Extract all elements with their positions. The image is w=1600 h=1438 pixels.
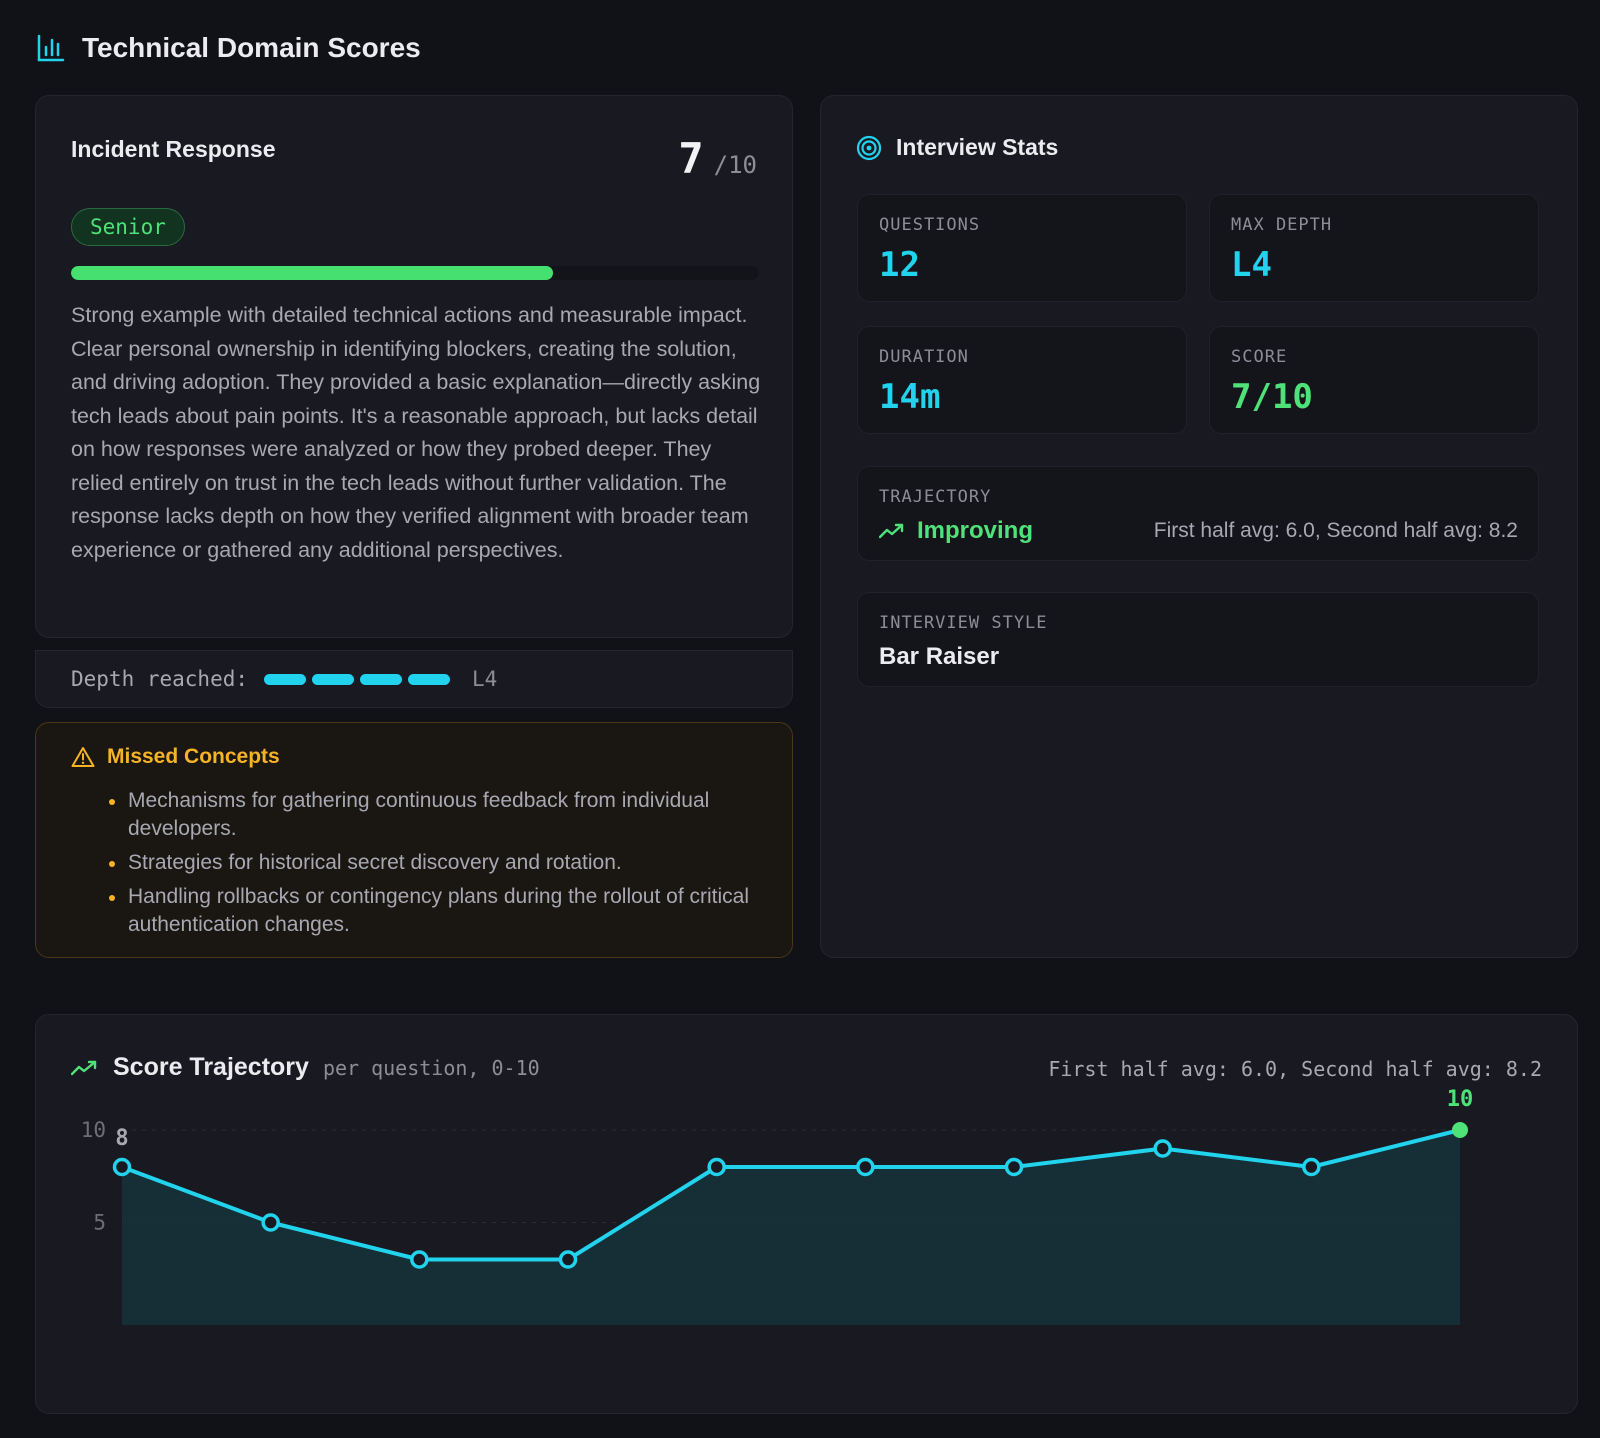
score-trajectory-card: 10 5 8 10 Score Trajectory per question, 0-… — [35, 1014, 1578, 1414]
questions-label: QUESTIONS — [879, 215, 981, 235]
depth-segment — [312, 673, 355, 685]
score-trajectory-chart: 10 5 8 10 — [81, 1087, 1474, 1325]
score-value: 7/10 — [1231, 377, 1313, 417]
data-point — [1302, 1157, 1321, 1177]
interview-style-label: INTERVIEW STYLE — [879, 613, 1048, 633]
trajectory-status: Improving — [917, 517, 1034, 544]
list-item: Strategies for historical secret discove… — [106, 849, 766, 877]
missed-concepts-card: Missed Concepts Mechanisms for gathering… — [35, 722, 793, 958]
trajectory-averages: First half avg: 6.0, Second half avg: 8.… — [1153, 519, 1518, 542]
domain-name: Incident Response — [71, 136, 276, 162]
duration-stat: DURATION 14m — [857, 326, 1187, 434]
missed-concepts-list: Mechanisms for gathering continuous feed… — [106, 787, 766, 945]
data-point — [558, 1250, 578, 1269]
questions-stat: QUESTIONS 12 — [857, 194, 1187, 302]
trajectory-row: Improving First half avg: 6.0, Second ha… — [879, 517, 1518, 545]
questions-value: 12 — [879, 245, 920, 285]
trajectory-stat: TRAJECTORY Improving First half avg: 6.0… — [857, 466, 1539, 561]
domain-feedback: Strong example with detailed technical a… — [71, 303, 761, 562]
depth-label: Depth reached: — [71, 667, 249, 691]
data-point — [1153, 1139, 1172, 1158]
area-fill — [122, 1130, 1460, 1325]
depth-segment — [408, 673, 451, 685]
bar-chart-icon — [37, 34, 65, 62]
list-item: Handling rollbacks or contingency plans … — [106, 883, 766, 939]
missed-concepts-title: Missed Concepts — [107, 745, 280, 768]
interview-stats-card: Interview Stats QUESTIONS 12 MAX DEPTH L… — [820, 95, 1578, 958]
trending-up-icon — [71, 1060, 97, 1075]
max-depth-value: L4 — [1231, 245, 1272, 285]
domain-score-card: Incident Response 7 /10 Senior Strong ex… — [35, 95, 793, 638]
page-title: Technical Domain Scores — [82, 32, 421, 63]
page-header: Technical Domain Scores — [36, 28, 421, 68]
duration-label: DURATION — [879, 347, 969, 367]
depth-segment — [264, 673, 307, 685]
missed-concepts-header: Missed Concepts — [71, 745, 280, 769]
data-point — [856, 1157, 875, 1177]
interview-style-stat: INTERVIEW STYLE Bar Raiser — [857, 592, 1539, 687]
data-label-first: 8 — [115, 1126, 128, 1151]
score-label: SCORE — [1231, 347, 1288, 367]
data-point — [1452, 1122, 1468, 1138]
depth-value: L4 — [472, 667, 498, 691]
trending-up-icon — [879, 523, 904, 539]
max-depth-label: MAX DEPTH — [1231, 215, 1333, 235]
y-tick-label: 5 — [93, 1211, 106, 1235]
target-icon — [856, 135, 882, 160]
duration-value: 14m — [879, 377, 941, 417]
chart-title: Score Trajectory — [113, 1053, 309, 1081]
domain-score-denominator: /10 — [713, 151, 757, 179]
depth-segment — [360, 673, 403, 685]
data-point — [707, 1157, 726, 1177]
depth-reached-row: Depth reached: L4 — [35, 650, 793, 708]
depth-indicator — [264, 673, 451, 685]
trajectory-label: TRAJECTORY — [879, 487, 992, 507]
interview-style-value: Bar Raiser — [879, 643, 1000, 670]
score-progress-fill — [71, 266, 553, 280]
chart-averages: First half avg: 6.0, Second half avg: 8.… — [1048, 1057, 1542, 1081]
data-point — [410, 1250, 429, 1269]
data-label-last: 10 — [1447, 1087, 1474, 1112]
data-point — [112, 1157, 132, 1177]
chart-header: Score Trajectory per question, 0-10 — [71, 1053, 540, 1082]
data-point — [261, 1213, 280, 1232]
interview-stats-header: Interview Stats — [856, 134, 1058, 161]
max-depth-stat: MAX DEPTH L4 — [1209, 194, 1539, 302]
warning-icon — [71, 747, 95, 767]
chart-subtitle: per question, 0-10 — [322, 1056, 540, 1080]
level-badge: Senior — [71, 208, 185, 246]
score-stat: SCORE 7/10 — [1209, 326, 1539, 434]
domain-score: 7 /10 — [678, 134, 757, 183]
score-progress-bar — [71, 266, 759, 280]
series-line — [121, 1128, 1461, 1262]
list-item: Mechanisms for gathering continuous feed… — [106, 787, 766, 843]
y-tick-label: 10 — [81, 1118, 106, 1142]
domain-score-value: 7 — [678, 134, 704, 183]
interview-stats-title: Interview Stats — [896, 134, 1059, 160]
data-point — [1004, 1157, 1024, 1177]
